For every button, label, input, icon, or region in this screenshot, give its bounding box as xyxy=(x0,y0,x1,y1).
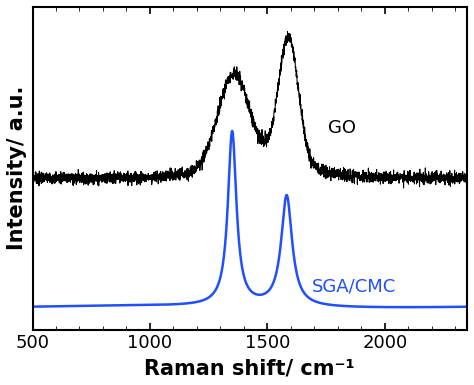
Y-axis label: Intensity/ a.u.: Intensity/ a.u. xyxy=(7,86,27,251)
Text: SGA/CMC: SGA/CMC xyxy=(312,278,396,296)
Text: GO: GO xyxy=(328,119,356,137)
X-axis label: Raman shift/ cm⁻¹: Raman shift/ cm⁻¹ xyxy=(145,358,355,378)
